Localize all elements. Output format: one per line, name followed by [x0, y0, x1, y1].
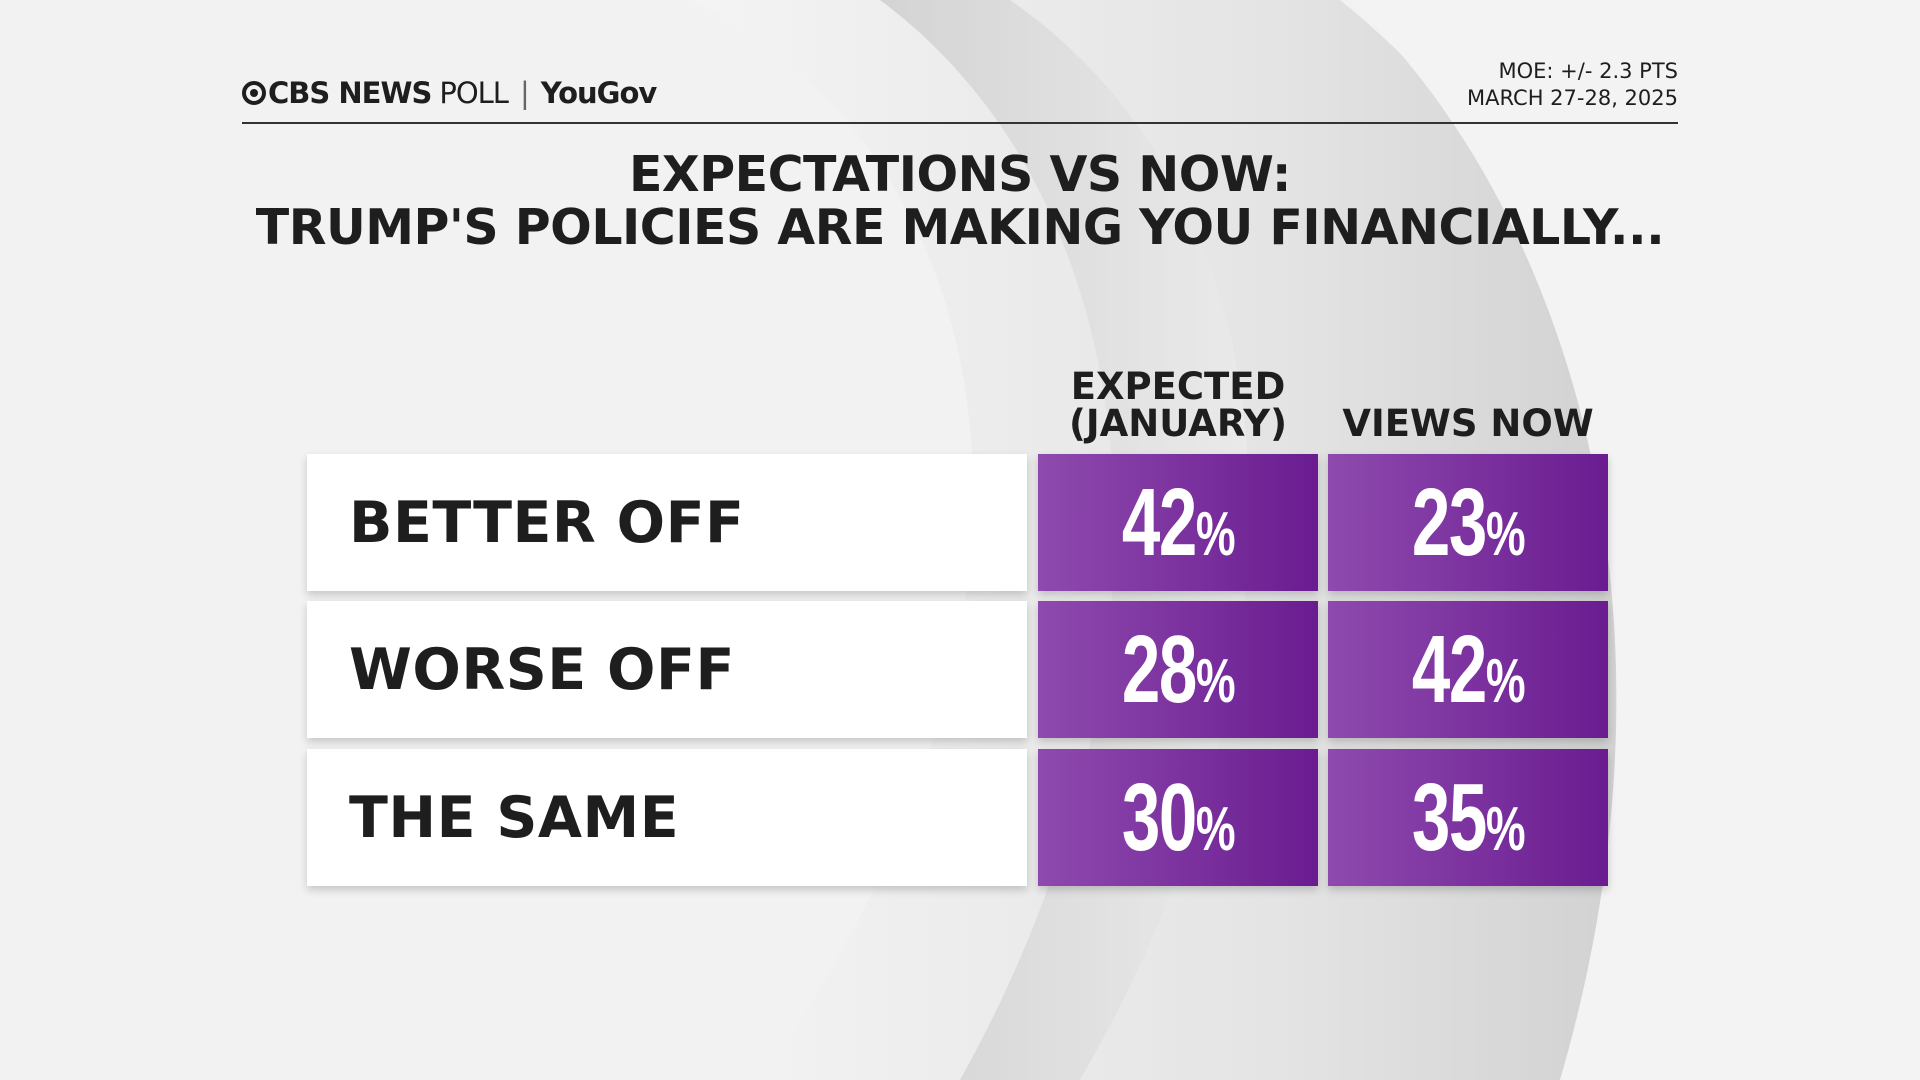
poll-date: MARCH 27-28, 2025: [1467, 86, 1678, 110]
value-number: 35: [1411, 763, 1487, 871]
title-line-1: EXPECTATIONS VS NOW:: [628, 146, 1292, 203]
page-title: EXPECTATIONS VS NOW: TRUMP'S POLICIES AR…: [0, 148, 1920, 254]
poll-meta: MOE: +/- 2.3 PTS MARCH 27-28, 2025: [1467, 58, 1678, 112]
partner-name: YouGov: [540, 76, 658, 110]
value-text: 42%: [1121, 468, 1236, 578]
title-line-2: TRUMP'S POLICIES ARE MAKING YOU FINANCIA…: [255, 199, 1665, 256]
column-header-line: [1318, 368, 1618, 405]
column-header-line: VIEWS NOW: [1342, 402, 1594, 445]
row-label: BETTER OFF: [349, 489, 745, 556]
percent-sign: %: [1485, 499, 1526, 569]
percent-sign: %: [1485, 646, 1526, 716]
value-number: 28: [1121, 615, 1197, 723]
row-label-box: WORSE OFF: [307, 601, 1027, 738]
margin-of-error: MOE: +/- 2.3 PTS: [1498, 59, 1678, 83]
value-number: 30: [1121, 763, 1197, 871]
percent-sign: %: [1485, 794, 1526, 864]
row-label-box: BETTER OFF: [307, 454, 1027, 591]
brand-name: CBS NEWS: [268, 76, 432, 110]
value-number: 42: [1121, 468, 1197, 576]
percent-sign: %: [1195, 794, 1236, 864]
column-header-views-now: VIEWS NOW: [1318, 368, 1618, 442]
percent-sign: %: [1195, 646, 1236, 716]
value-cell: 35%: [1328, 749, 1608, 886]
value-number: 23: [1411, 468, 1487, 576]
value-cell: 28%: [1038, 601, 1318, 738]
value-cell: 23%: [1328, 454, 1608, 591]
cbs-eye-icon: [242, 81, 266, 105]
header-divider: [242, 122, 1678, 124]
row-label-box: THE SAME: [307, 749, 1027, 886]
logo-divider: |: [519, 76, 530, 110]
row-label: WORSE OFF: [349, 636, 735, 703]
value-cell: 42%: [1328, 601, 1608, 738]
row-label: THE SAME: [349, 784, 680, 851]
cbs-news-poll-yougov-logo: CBS NEWS POLL | YouGov: [242, 76, 658, 110]
value-cell: 42%: [1038, 454, 1318, 591]
value-text: 23%: [1411, 468, 1526, 578]
column-header-expected: EXPECTED (JANUARY): [1028, 368, 1328, 442]
value-number: 42: [1411, 615, 1487, 723]
value-text: 30%: [1121, 763, 1236, 873]
value-text: 28%: [1121, 615, 1236, 725]
brand-suffix: POLL: [439, 76, 509, 110]
percent-sign: %: [1195, 499, 1236, 569]
value-text: 35%: [1411, 763, 1526, 873]
value-text: 42%: [1411, 615, 1526, 725]
value-cell: 30%: [1038, 749, 1318, 886]
column-header-line: (JANUARY): [1069, 402, 1287, 445]
column-header-line: EXPECTED: [1070, 365, 1286, 408]
